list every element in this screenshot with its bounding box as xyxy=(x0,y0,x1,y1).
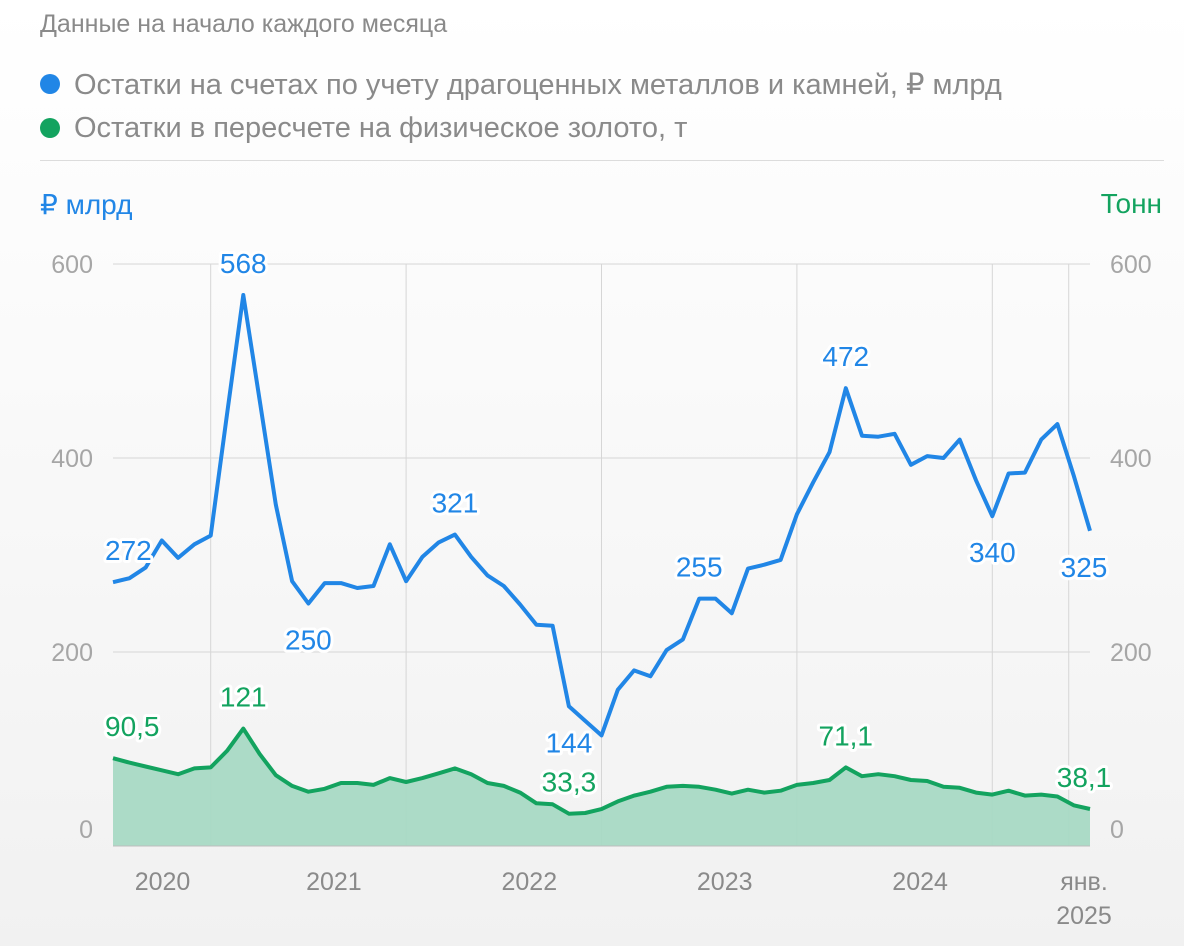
y-tick-label-left: 200 xyxy=(51,639,93,667)
accounts-data-label: 325 xyxy=(1061,552,1108,583)
accounts-data-label: 340 xyxy=(969,537,1016,568)
x-end-label-year: 2025 xyxy=(1056,902,1112,930)
gold-data-label: 33,3 xyxy=(542,767,597,798)
gold-data-label: 38,1 xyxy=(1057,762,1112,793)
accounts-data-label: 250 xyxy=(285,625,332,656)
legend: Остатки на счетах по учету драгоценных м… xyxy=(40,62,1002,150)
gold-tonnes-area xyxy=(113,728,1090,846)
legend-label-accounts: Остатки на счетах по учету драгоценных м… xyxy=(74,68,1002,101)
right-axis-unit: Тонн xyxy=(1100,188,1162,219)
gold-data-label: 90,5 xyxy=(105,711,160,742)
x-tick-label: 2023 xyxy=(697,868,753,896)
y-tick-label-right: 600 xyxy=(1110,251,1152,279)
y-tick-label-left: 400 xyxy=(51,445,93,473)
chart-subtitle: Данные на начало каждого месяца xyxy=(40,10,448,38)
x-end-label-month: янв. xyxy=(1060,868,1108,896)
gold-data-label: 121 xyxy=(220,682,267,713)
x-tick-label: 2024 xyxy=(892,868,948,896)
accounts-data-label: 255 xyxy=(676,552,723,583)
legend-dot-green-icon xyxy=(40,118,60,138)
legend-label-gold: Остатки в пересчете на физическое золото… xyxy=(74,111,688,144)
accounts-data-label: 144 xyxy=(546,727,593,758)
left-axis-unit: ₽ млрд xyxy=(40,189,133,220)
header-divider xyxy=(40,160,1164,161)
gold-tonnes-line xyxy=(112,726,1091,816)
x-tick-label: 2021 xyxy=(306,868,362,896)
accounts-data-label: 321 xyxy=(432,488,479,519)
y-tick-label-right: 400 xyxy=(1110,445,1152,473)
gold-data-label: 71,1 xyxy=(819,720,874,751)
legend-item-gold: Остатки в пересчете на физическое золото… xyxy=(40,106,1002,150)
y-tick-label-right: 0 xyxy=(1110,816,1124,844)
x-tick-label: 2022 xyxy=(502,868,558,896)
accounts-rub-line xyxy=(112,293,1092,738)
legend-item-accounts: Остатки на счетах по учету драгоценных м… xyxy=(40,62,1002,106)
accounts-data-label: 472 xyxy=(822,341,869,372)
y-tick-label-right: 200 xyxy=(1110,639,1152,667)
y-tick-label-left: 0 xyxy=(79,816,93,844)
accounts-data-label: 568 xyxy=(220,248,267,279)
x-tick-label: 2020 xyxy=(135,868,191,896)
accounts-data-label: 272 xyxy=(105,535,152,566)
legend-dot-blue-icon xyxy=(40,74,60,94)
y-tick-label-left: 600 xyxy=(51,251,93,279)
